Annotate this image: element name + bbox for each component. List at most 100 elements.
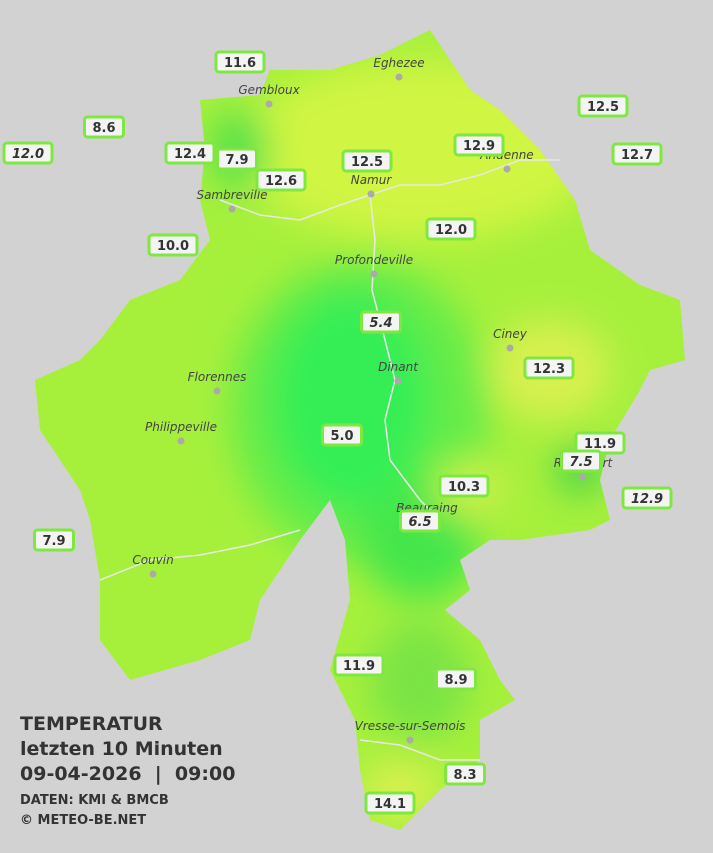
station-box [435,667,477,691]
station: 12.0 [425,217,477,241]
legend-datetime: 09-04-2026 | 09:00 [20,763,235,785]
city-dot [503,165,511,173]
station-value: 7.9 [225,153,248,168]
station-value: 5.0 [330,429,353,444]
city-dot [367,190,375,198]
station-value: 7.9 [42,534,65,549]
station-box [33,528,75,552]
station: 12.9 [453,133,505,157]
station-box [255,168,307,192]
station-box [560,449,602,473]
city-dot [213,387,221,395]
station: 12.0 [2,141,54,165]
city-label: Namur [351,173,393,187]
stations: 11.6 8.6 12.0 12.4 7.9 12.6 12.5 12.9 12.5 12.7 12… [2,50,673,815]
station-box [333,653,385,677]
city-dot [395,73,403,81]
legend-source: DATEN: KMI & BMCB [20,793,169,808]
station-box [611,142,663,166]
legend: TEMPERATUR letzten 10 Minuten 09-04-2026… [20,713,235,828]
station-value: 5.4 [369,316,392,331]
station-box [444,762,486,786]
legend-title: TEMPERATUR [20,713,163,735]
city-label: Couvin [132,553,173,567]
station: 8.3 [444,762,486,786]
station: 12.9 [621,486,673,510]
city-label: Vresse-sur-Semois [355,719,466,733]
station: 5.4 [360,310,402,334]
station-box [399,509,441,533]
station-value: 6.5 [408,515,431,530]
station: 14.1 [364,791,416,815]
station-box [341,149,393,173]
station: 12.6 [255,168,307,192]
station-value: 11.9 [584,437,616,452]
station: 5.0 [321,423,363,447]
station: 12.7 [611,142,663,166]
station-value: 12.5 [351,155,383,170]
station-box [438,474,490,498]
station-value: 11.9 [343,659,375,674]
city-dot [177,437,185,445]
station-value: 14.1 [374,797,406,812]
city-label: Profondeville [335,253,413,267]
station: 7.9 [33,528,75,552]
station-value: 10.3 [448,480,480,495]
station: 11.6 [214,50,266,74]
station-box [523,356,575,380]
station-box [360,310,402,334]
city-dot [394,377,402,385]
city-dot [406,736,414,744]
station: 7.9 [216,147,258,171]
station-value: 8.3 [453,768,476,783]
river [359,739,480,761]
city-dot [149,570,157,578]
station: 8.6 [83,115,125,139]
city-label: Ciney [493,327,528,341]
legend-copyright: © METEO-BE.NET [20,813,146,828]
city-label: Dinant [378,360,419,374]
city-dot [506,344,514,352]
station-box [83,115,125,139]
station-value: 12.9 [463,139,495,154]
station-box [147,233,199,257]
station: 12.4 [164,141,216,165]
station: 6.5 [399,509,441,533]
station-value: 12.9 [631,492,663,507]
station-box [164,141,216,165]
station-value: 12.7 [621,148,653,163]
station-box [2,141,54,165]
station-value: 10.0 [157,239,189,254]
station: 12.5 [577,94,629,118]
legend-subtitle: letzten 10 Minuten [20,738,223,760]
city-dot [228,205,236,213]
city-label: Philippeville [145,420,217,434]
city-dot [265,100,273,108]
station-value: 12.4 [174,147,206,162]
station-box [453,133,505,157]
station-value: 8.9 [444,673,467,688]
station-value: 12.3 [533,362,565,377]
station-value: 7.5 [569,455,592,470]
station-box [216,147,258,171]
station-box [321,423,363,447]
station-value: 12.0 [12,147,44,162]
station-box [621,486,673,510]
station-box [425,217,477,241]
station: 10.0 [147,233,199,257]
station-box [364,791,416,815]
city-label: Gembloux [238,83,300,97]
station-box [214,50,266,74]
station: 12.3 [523,356,575,380]
city-label: Sambreville [196,188,267,202]
station: 7.5 [560,449,602,473]
station-value: 8.6 [92,121,115,136]
station-box [577,94,629,118]
station: 10.3 [438,474,490,498]
station-value: 11.6 [224,56,256,71]
station-value: 12.6 [265,174,297,189]
city-label: Florennes [188,370,247,384]
station-value: 12.0 [435,223,467,238]
river [219,159,560,221]
